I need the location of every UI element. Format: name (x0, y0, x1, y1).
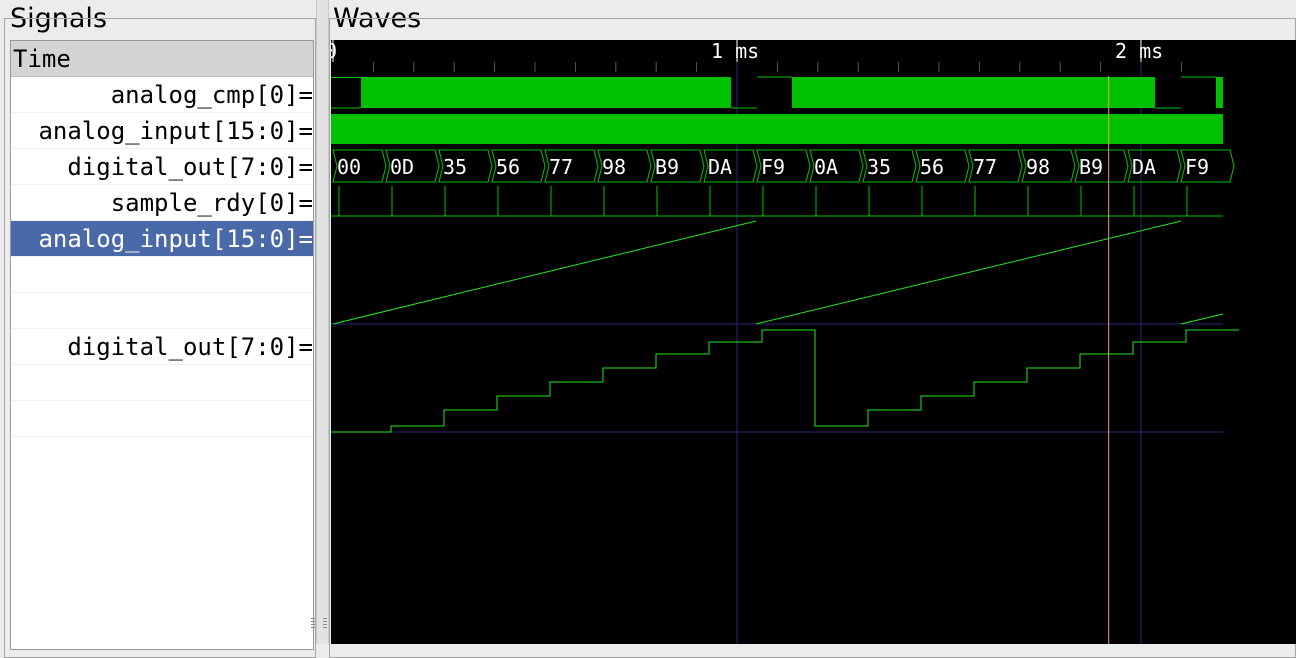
time-tick-label: 0 (331, 40, 337, 63)
digital-out-bus-segment (597, 149, 652, 183)
digital-out-bus-segment (491, 149, 546, 183)
digital-out-value-label: 98 (1026, 155, 1050, 179)
analog-input-ramp (755, 220, 1182, 325)
digital-out-bus-segment (756, 149, 811, 183)
digital-out-value-label: 00 (337, 155, 361, 179)
signal-blank-row[interactable] (11, 257, 313, 293)
analog-input-bus (331, 114, 1223, 144)
digital-out-bus-segment (650, 149, 705, 183)
time-tick-label: 2 ms (1115, 40, 1163, 63)
pane-divider[interactable] (311, 0, 329, 644)
signal-digital-out-analog[interactable]: digital_out[7:0]= (11, 329, 313, 365)
digital-out-bus-segment (438, 149, 493, 183)
digital-out-bus-segment (385, 149, 440, 183)
digital-out-value-label: F9 (761, 155, 785, 179)
digital-out-bus-segment (968, 149, 1023, 183)
digital-out-bus-segment (862, 149, 917, 183)
digital-out-value-label: 56 (920, 155, 944, 179)
cmp-wave-segment (331, 77, 361, 78)
analog-input-ramp (332, 220, 757, 325)
grip-icon (323, 618, 327, 628)
analog-input-ramp (1180, 313, 1224, 325)
signal-digital-out[interactable]: digital_out[7:0]= (11, 149, 313, 185)
time-header: Time (11, 41, 313, 77)
digital-out-value-label: B9 (1079, 155, 1103, 179)
digital-out-value-label: 98 (602, 155, 626, 179)
signal-analog-cmp[interactable]: analog_cmp[0]= (11, 77, 313, 113)
digital-out-value-label: 77 (973, 155, 997, 179)
digital-out-staircase (331, 329, 1239, 433)
digital-out-value-label: DA (708, 155, 732, 179)
digital-out-bus-segment (544, 149, 599, 183)
digital-out-bus-segment (1074, 149, 1129, 183)
signals-list[interactable]: Time analog_cmp[0]= analog_input[15:0]= … (10, 40, 314, 650)
digital-out-value-label: F9 (1185, 155, 1209, 179)
cmp-wave-block (1216, 77, 1223, 108)
signal-blank-row[interactable] (11, 365, 313, 401)
digital-out-value-label: DA (1132, 155, 1156, 179)
grip-icon (311, 618, 315, 628)
digital-out-bus-segment (1180, 149, 1235, 183)
waves-svg: 0 1 ms 2 ms 00 0D 35 56 77 98 B9 DA F9 0A 35 56 77 98 B9… (331, 40, 1239, 644)
time-tick-label: 1 ms (711, 40, 759, 63)
digital-out-value-label: B9 (655, 155, 679, 179)
signal-blank-row[interactable] (11, 401, 313, 437)
digital-out-bus-segment (915, 149, 970, 183)
digital-out-value-label: 77 (549, 155, 573, 179)
signal-analog-input-analog[interactable]: analog_input[15:0]= (11, 221, 313, 257)
digital-out-value-label: 0A (814, 155, 838, 179)
digital-out-bus-segment (1127, 149, 1182, 183)
signal-analog-input[interactable]: analog_input[15:0]= (11, 113, 313, 149)
digital-out-bus-segment (809, 149, 864, 183)
signal-blank-row[interactable] (11, 293, 313, 329)
signal-sample-rdy[interactable]: sample_rdy[0]= (11, 185, 313, 221)
digital-out-bus-segment (332, 149, 387, 183)
digital-out-bus-segment (1021, 149, 1076, 183)
digital-out-value-label: 35 (443, 155, 467, 179)
cmp-wave-block (361, 77, 731, 108)
digital-out-bus-segment (703, 149, 758, 183)
digital-out-value-label: 56 (496, 155, 520, 179)
waves-canvas[interactable]: 0 1 ms 2 ms 00 0D 35 56 77 98 B9 DA F9 0A 35 56 77 98 B9… (331, 40, 1296, 644)
digital-out-value-label: 35 (867, 155, 891, 179)
digital-out-value-label: 0D (390, 155, 414, 179)
cmp-wave-block (792, 77, 1155, 108)
